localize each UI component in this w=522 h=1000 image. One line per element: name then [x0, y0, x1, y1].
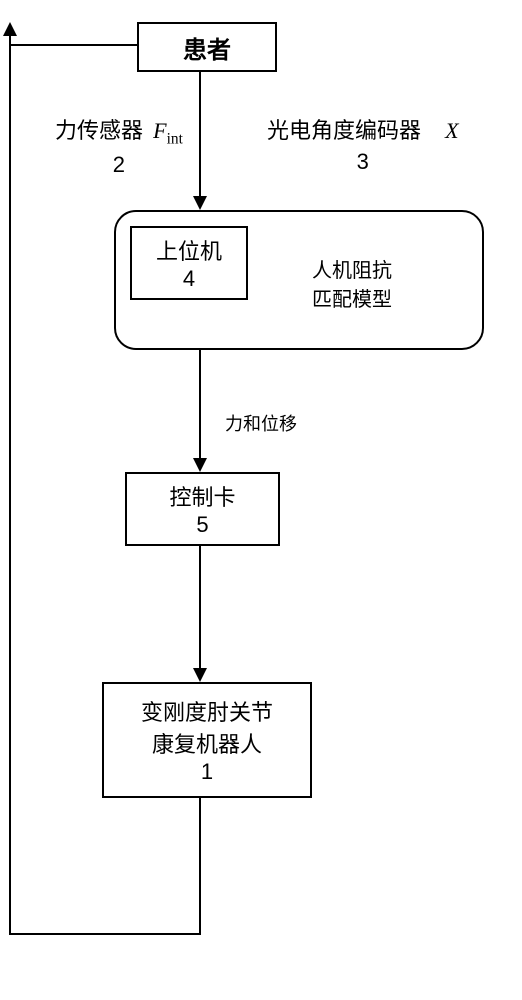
edge-patient-host [199, 72, 201, 198]
host-pc-box: 上位机 4 [130, 226, 248, 300]
control-card-number: 5 [196, 512, 208, 538]
patient-box: 患者 [137, 22, 277, 72]
control-card-label: 控制卡 [169, 480, 235, 512]
force-sensor-label: 力传感器 Fint 2 [55, 113, 183, 178]
feedback-seg2 [9, 933, 201, 935]
flowchart-canvas: 患者 力传感器 Fint 2 光电角度编码器 X 3 上位机 4 人机阻抗 匹配… [0, 0, 522, 1000]
robot-line1: 变刚度肘关节 [141, 695, 273, 727]
arrowhead-patient-host [193, 196, 207, 210]
host-pc-label: 上位机 [156, 234, 222, 266]
feedback-arrowhead [3, 22, 17, 36]
impedance-model-label: 人机阻抗 匹配模型 [312, 254, 392, 312]
force-sensor-number: 2 [55, 152, 183, 178]
feedback-seg4 [9, 44, 137, 46]
control-card-box: 控制卡 5 [125, 472, 280, 546]
feedback-seg1 [199, 798, 201, 935]
host-pc-number: 4 [183, 266, 195, 292]
encoder-number: 3 [267, 149, 459, 175]
host-container: 上位机 4 人机阻抗 匹配模型 [114, 210, 484, 350]
robot-line2: 康复机器人 [152, 727, 262, 759]
edge-control-robot [199, 546, 201, 670]
feedback-seg3 [9, 31, 11, 935]
robot-box: 变刚度肘关节 康复机器人 1 [102, 682, 312, 798]
patient-label: 患者 [183, 30, 231, 65]
arrowhead-control-robot [193, 668, 207, 682]
encoder-label: 光电角度编码器 X 3 [267, 113, 459, 175]
robot-number: 1 [201, 759, 213, 785]
arrowhead-host-control [193, 458, 207, 472]
force-displacement-label: 力和位移 [225, 410, 297, 436]
edge-host-control [199, 350, 201, 460]
